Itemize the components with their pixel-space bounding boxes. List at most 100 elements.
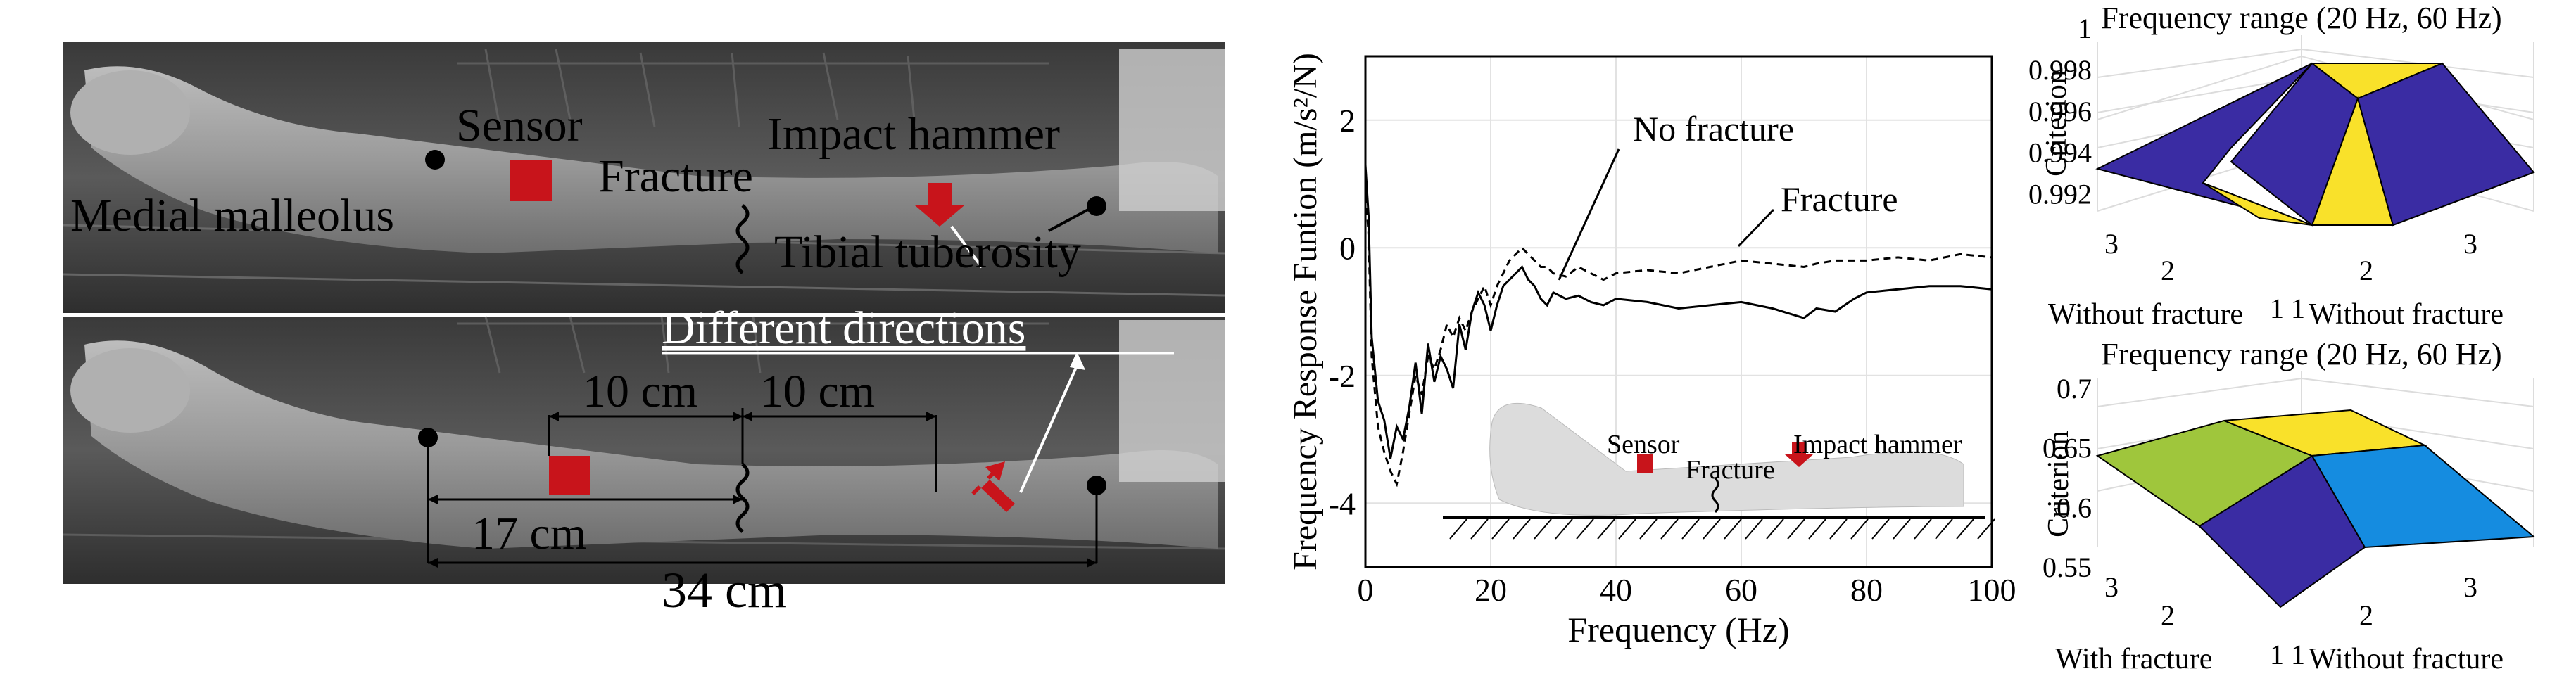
surface-bottom-z-label: Criterion	[2043, 431, 2075, 537]
hatch-mark	[1597, 518, 1615, 540]
hammer-arrow-top	[915, 183, 964, 227]
fracture-symbol-top	[735, 204, 750, 274]
surface-top-tick-y-1: 1	[2291, 293, 2305, 324]
hatch-mark	[1724, 518, 1742, 540]
label-17cm: 17 cm	[472, 508, 586, 559]
tuberosity-pointer	[1048, 208, 1089, 232]
hatch-mark	[1829, 518, 1848, 540]
label-different-directions: Different directions	[662, 302, 1025, 354]
surface-top-tick-x-2: 2	[2161, 255, 2175, 286]
inset-hammer-arrow	[1785, 442, 1813, 467]
dimension-lines	[427, 408, 1098, 564]
cloth-bottom	[1119, 320, 1225, 482]
surface-bottom-mesh	[2095, 409, 2536, 608]
leg-bottom	[84, 340, 1218, 549]
surface-bottom-x-label: With fracture	[2055, 643, 2212, 672]
surface-z-tick-label: 0.996	[2028, 96, 2092, 127]
frf-y-tick-label: -2	[1329, 358, 1356, 394]
label-medial-malleolus: Medial malleolus	[70, 190, 394, 241]
fracture-symbol-bottom	[735, 463, 750, 533]
surface-bottom-tick-y-2: 2	[2359, 599, 2373, 631]
frf-y-tick-label: -4	[1329, 485, 1356, 521]
hatch-mark	[1893, 518, 1911, 540]
annotation-no-fracture: No fracture	[1633, 109, 1794, 148]
frf-x-axis-label: Frequency (Hz)	[1567, 610, 1789, 649]
frf-y-tick-label: 0	[1339, 230, 1356, 266]
frf-x-tick-label: 80	[1850, 572, 1883, 608]
surface-z-tick-label: 0.994	[2028, 137, 2092, 169]
cloth-top	[1119, 49, 1225, 211]
label-impact-hammer: Impact hammer	[767, 108, 1060, 160]
direction-pointer-top	[950, 225, 983, 269]
surface-bottom-tick-x-2: 2	[2161, 599, 2175, 631]
surface-plot-top: Frequency range (20 Hz, 60 Hz) 0.992 0.99…	[2027, 0, 2576, 331]
dimension-arrowheads	[428, 412, 1097, 568]
label-34cm: 34 cm	[662, 562, 787, 618]
surface-top-title: Frequency range (20 Hz, 60 Hz)	[2101, 1, 2501, 35]
frf-x-tick-label: 60	[1725, 572, 1757, 608]
surface-top-tick-x-1: 1	[2270, 293, 2284, 324]
frf-y-axis-label: Frequency Response Funtion (m/s²/N)	[1288, 53, 1324, 570]
surface-top-x-label: Without fracture	[2048, 298, 2243, 331]
series-line-no-fracture	[1364, 165, 1993, 459]
surface-top-z-label: Criterion	[2040, 70, 2073, 177]
surface-z-tick-label: 0.998	[2028, 54, 2092, 86]
surface-top-z-ticks: 0.992 0.994 0.996 0.998 1	[2028, 13, 2092, 210]
surface-top-mesh	[2095, 62, 2535, 227]
surface-bottom-y-label: Without fracture	[2309, 643, 2504, 672]
hatch-mark	[1470, 518, 1489, 540]
surface-top-tick-x-3: 3	[2104, 228, 2119, 260]
hatch-mark	[1787, 518, 1805, 540]
surface-bottom-tick-x-3: 3	[2104, 571, 2119, 603]
surface-bottom-tick-y-1: 1	[2291, 639, 2305, 670]
hatch-mark	[1491, 518, 1510, 540]
surface-bottom-tick-x-1: 1	[2270, 639, 2284, 670]
surface-bottom-title: Frequency range (20 Hz, 60 Hz)	[2101, 337, 2501, 371]
surface-top-tick-y-2: 2	[2359, 255, 2373, 286]
label-10cm-left: 10 cm	[583, 366, 697, 417]
hatch-mark	[1766, 518, 1784, 540]
frf-y-tick-label: 2	[1339, 103, 1356, 139]
hatch-mark	[1808, 518, 1826, 540]
annotation-fracture: Fracture	[1781, 179, 1898, 219]
frf-x-tick-label: 0	[1358, 572, 1374, 608]
series-line-fracture	[1364, 184, 1993, 487]
hatch-mark	[1576, 518, 1594, 540]
label-sensor: Sensor	[456, 100, 583, 151]
label-10cm-right: 10 cm	[760, 366, 875, 417]
hatch-mark	[1618, 518, 1636, 540]
frf-x-tick-label: 100	[1968, 572, 2016, 608]
surface-z-tick-label: 0.7	[2057, 373, 2092, 404]
inset-leg-illustration	[1443, 402, 1995, 540]
hatch-mark	[1956, 518, 1974, 540]
surface-z-tick-label: 1	[2078, 13, 2092, 44]
hatch-mark	[1914, 518, 1932, 540]
hatch-mark	[1639, 518, 1658, 540]
direction-pointer-bottom-head	[1070, 352, 1085, 370]
frf-ticks: 0 20 40 60 80 100 -4 -2 0 2	[1329, 103, 2016, 608]
frf-x-tick-label: 20	[1475, 572, 1507, 608]
inset-label-impact-hammer: Impact hammer	[1793, 430, 1962, 459]
surface-bottom-tick-y-3: 3	[2463, 571, 2477, 603]
foot-bottom	[70, 348, 190, 433]
hatch-mark	[1534, 518, 1552, 540]
surface-z-tick-label: 0.6	[2057, 492, 2092, 523]
label-fracture: Fracture	[598, 151, 753, 202]
annotation-no-fracture-pointer	[1558, 148, 1620, 281]
surface-top-tick-y-3: 3	[2463, 228, 2477, 260]
surface-plot-bottom: Frequency range (20 Hz, 60 Hz) 0.55 0.6 0.…	[2027, 336, 2576, 675]
surface-z-tick-label: 0.55	[2043, 551, 2092, 583]
sensor-marker-bottom	[549, 456, 590, 495]
label-tibial-tuberosity: Tibial tuberosity	[774, 227, 1081, 278]
tibial-tuberosity-dot-top	[1087, 196, 1106, 216]
surface-bottom-z-ticks: 0.55 0.6 0.65 0.7	[2043, 373, 2092, 583]
hatch-mark	[1660, 518, 1679, 540]
leg-photo: Sensor Impact hammer Fracture Medial mal…	[63, 42, 1225, 584]
frf-x-tick-label: 40	[1600, 572, 1632, 608]
sensor-marker-top	[510, 160, 552, 201]
hatch-mark	[1703, 518, 1721, 540]
surface-z-tick-label: 0.992	[2028, 179, 2092, 210]
hatch-mark	[1871, 518, 1890, 540]
hatch-mark	[1977, 518, 1995, 540]
tibial-tuberosity-dot-bottom	[1087, 476, 1106, 495]
